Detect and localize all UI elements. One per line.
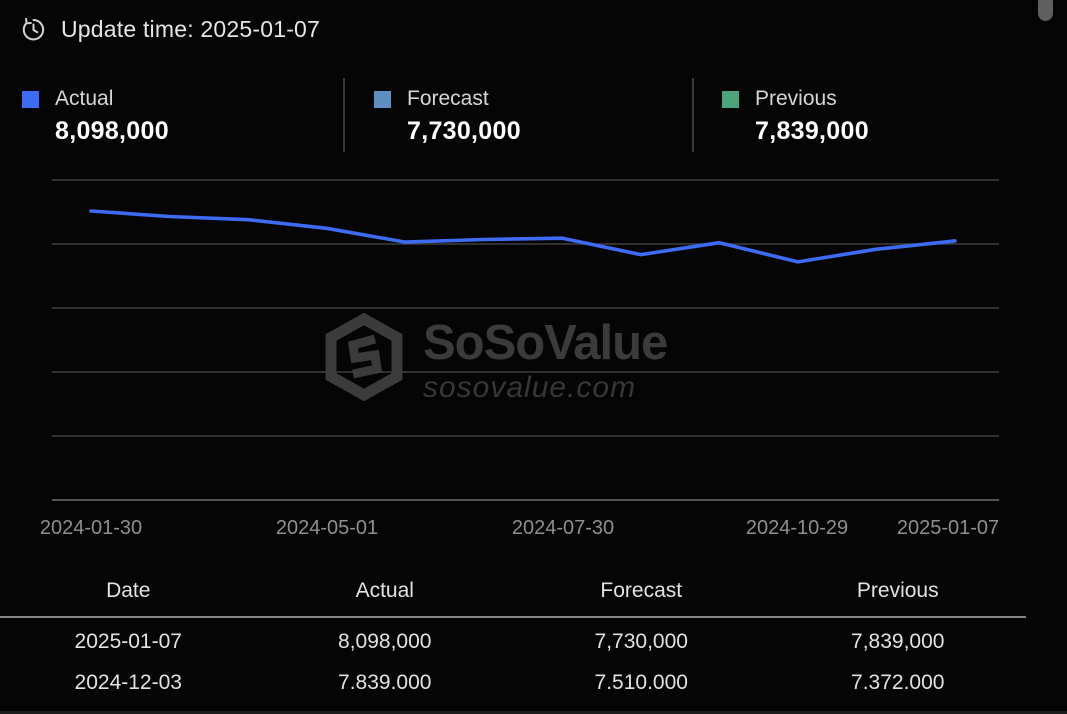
actual-swatch-icon (22, 90, 39, 108)
cell-actual: 7.839.000 (338, 671, 432, 694)
legend-item-actual[interactable]: Actual 8,098,000 (0, 78, 343, 152)
previous-swatch-icon (722, 90, 739, 108)
cell-forecast: 7,730,000 (594, 630, 688, 653)
history-clock-icon (20, 16, 47, 43)
table-row: 2024-12-03 7.839.000 7.510.000 7.372.000 (0, 659, 1026, 700)
legend-label: Previous (755, 87, 837, 110)
legend-label: Forecast (407, 87, 489, 110)
x-tick-label: 2024-10-29 (745, 517, 849, 539)
previous-value: 7,839,000 (755, 117, 869, 145)
table-header-separator (0, 616, 1026, 618)
next-row-divider (0, 711, 1067, 714)
vertical-scrollbar-thumb[interactable] (1038, 0, 1053, 21)
table-header-row: Date Actual Forecast Previous (0, 570, 1026, 616)
column-header-forecast: Forecast (600, 579, 683, 602)
cell-forecast: 7.510.000 (594, 671, 688, 694)
table-row: 2025-01-07 8,098,000 7,730,000 7,839,000 (0, 618, 1026, 659)
x-tick-label: 2025-01-07 (896, 517, 1000, 539)
update-time-header: Update time: 2025-01-07 (20, 14, 320, 44)
line-chart[interactable] (0, 165, 1067, 510)
actual-value: 8,098,000 (55, 117, 169, 145)
x-axis: 2024-01-30 2024-05-01 2024-07-30 2024-10… (0, 514, 1067, 542)
update-time-label: Update time: 2025-01-07 (61, 15, 321, 42)
column-header-actual: Actual (355, 579, 414, 602)
cell-previous: 7,839,000 (851, 630, 945, 653)
column-header-previous: Previous (856, 579, 939, 602)
x-tick-label: 2024-05-01 (275, 517, 379, 539)
forecast-swatch-icon (374, 90, 391, 108)
cell-previous: 7.372.000 (851, 671, 945, 694)
history-table: Date Actual Forecast Previous 2025-01-07… (0, 570, 1026, 700)
cell-actual: 8,098,000 (338, 630, 432, 653)
cell-date: 2025-01-07 (74, 630, 182, 653)
legend-item-previous[interactable]: Previous 7,839,000 (692, 78, 1026, 152)
column-header-date: Date (106, 579, 151, 602)
legend-label: Actual (55, 87, 114, 110)
chart-canvas (52, 179, 999, 501)
summary-legend: Actual 8,098,000 Forecast 7,730,000 Prev… (0, 78, 1026, 152)
x-tick-label: 2024-01-30 (39, 517, 143, 539)
legend-item-forecast[interactable]: Forecast 7,730,000 (343, 78, 692, 152)
x-tick-label: 2024-07-30 (511, 517, 615, 539)
cell-date: 2024-12-03 (74, 671, 182, 694)
forecast-value: 7,730,000 (407, 117, 521, 145)
